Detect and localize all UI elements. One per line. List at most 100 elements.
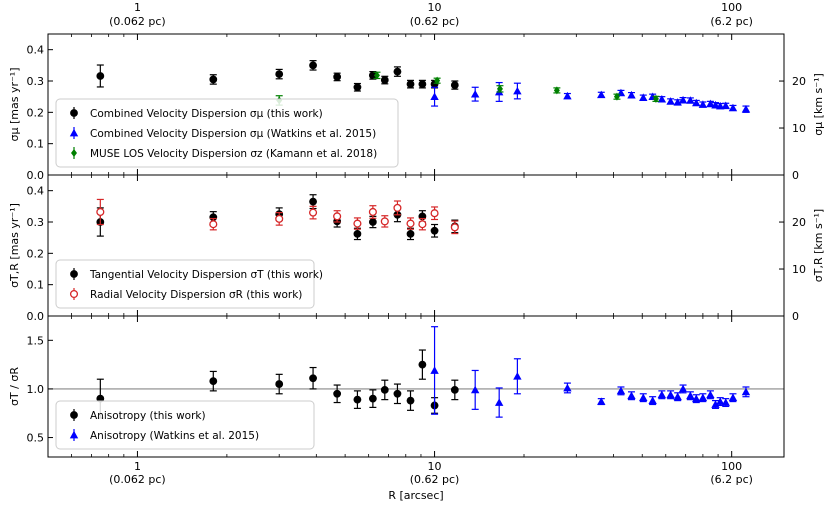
data-point bbox=[434, 76, 441, 85]
legend-marker bbox=[69, 289, 79, 299]
y-axis-label: σT / σR bbox=[8, 367, 21, 406]
series-anisotropy-1 bbox=[430, 326, 751, 418]
data-point bbox=[728, 393, 738, 402]
legend-entry: MUSE LOS Velocity Dispersion σz (Kamann … bbox=[90, 148, 377, 160]
y-tick-label: 0.0 bbox=[27, 310, 45, 323]
bottom-x-tick-sublabel: (0.62 pc) bbox=[410, 473, 460, 486]
data-point bbox=[309, 197, 317, 206]
legend-box bbox=[55, 259, 315, 309]
data-point bbox=[673, 392, 682, 401]
data-point bbox=[741, 105, 751, 113]
data-point bbox=[597, 397, 606, 405]
data-point bbox=[209, 220, 218, 229]
data-point bbox=[406, 80, 415, 89]
legend-entry: Combined Velocity Dispersion σμ (Watkins… bbox=[90, 128, 376, 140]
data-point bbox=[741, 387, 751, 396]
data-point bbox=[406, 396, 415, 405]
data-point bbox=[380, 386, 389, 394]
data-point bbox=[648, 396, 657, 404]
data-point bbox=[275, 214, 284, 223]
panel-sigma-tr: 0.0 0.1 0.2 0.3 0.4 0 10 20 σT,R [km s⁻¹] σT,R [m… bbox=[8, 174, 825, 323]
top-x-tick-sublabel: (6.2 pc) bbox=[710, 15, 753, 28]
y-tick-label: 0.4 bbox=[27, 44, 45, 57]
data-point bbox=[368, 218, 377, 226]
data-point bbox=[673, 98, 682, 106]
legend-entry: Anisotropy (Watkins et al. 2015) bbox=[90, 430, 259, 442]
data-point bbox=[597, 90, 606, 99]
series-anisotropy-0 bbox=[96, 349, 459, 419]
right-y-tick-label: 20 bbox=[792, 216, 806, 229]
data-point bbox=[353, 219, 362, 228]
top-x-tick-sublabel: (0.62 pc) bbox=[410, 15, 460, 28]
bottom-x-tick-sublabel: (0.062 pc) bbox=[109, 473, 166, 486]
right-y-axis-label: σμ [km s⁻¹] bbox=[812, 73, 825, 136]
data-point bbox=[613, 92, 620, 101]
data-point bbox=[418, 220, 427, 229]
data-point bbox=[496, 84, 503, 93]
data-point bbox=[406, 219, 415, 228]
series-sigma-mu-0 bbox=[96, 60, 459, 92]
legend-entry: Combined Velocity Dispersion σμ (this wo… bbox=[90, 108, 323, 120]
data-point bbox=[96, 207, 105, 217]
data-point bbox=[721, 398, 730, 406]
data-point bbox=[563, 91, 572, 100]
data-point bbox=[309, 208, 318, 217]
legend-marker bbox=[70, 109, 78, 117]
data-point bbox=[728, 103, 738, 112]
data-point bbox=[309, 374, 317, 383]
data-point bbox=[706, 99, 715, 108]
data-point bbox=[418, 360, 427, 369]
bottom-x-tick-label: 10 bbox=[428, 460, 442, 473]
data-point bbox=[430, 366, 439, 374]
data-point bbox=[275, 70, 284, 79]
top-x-tick-label: 100 bbox=[721, 1, 742, 14]
data-point bbox=[430, 92, 439, 101]
data-point bbox=[652, 94, 659, 103]
top-x-tick-label: 1 bbox=[134, 1, 141, 14]
data-point bbox=[450, 223, 459, 232]
panel-sigma-mu: 0.0 0.1 0.2 0.3 0.4 0 10 20 σμ [km s⁻¹] σμ [mas y… bbox=[8, 33, 825, 182]
data-point bbox=[698, 100, 708, 108]
y-tick-label: 0.2 bbox=[27, 106, 45, 119]
y-tick-label: 0.3 bbox=[27, 216, 45, 229]
data-point bbox=[616, 386, 626, 395]
data-point bbox=[353, 395, 362, 404]
right-y-tick-label: 20 bbox=[792, 75, 806, 88]
legend-marker bbox=[69, 430, 79, 439]
data-point bbox=[678, 384, 688, 393]
data-point bbox=[333, 73, 342, 81]
legend-sigma-tr: Tangential Velocity Dispersion σT (this … bbox=[55, 259, 323, 309]
legend-sigma-mu: Combined Velocity Dispersion σμ (this wo… bbox=[55, 98, 399, 168]
y-axis-label: σμ [mas yr⁻¹] bbox=[8, 68, 21, 142]
data-point bbox=[333, 212, 342, 221]
data-point bbox=[393, 389, 402, 398]
data-point bbox=[686, 96, 695, 104]
data-point bbox=[716, 397, 725, 405]
data-point bbox=[353, 83, 362, 92]
top-x-tick-sublabel: (0.062 pc) bbox=[109, 15, 166, 28]
bottom-x-tick-sublabel: (6.2 pc) bbox=[710, 473, 753, 486]
panel-frame bbox=[47, 315, 785, 458]
data-point bbox=[721, 101, 730, 110]
data-point bbox=[430, 226, 439, 235]
series-sigma-mu-1 bbox=[430, 81, 751, 113]
legend-marker bbox=[70, 270, 78, 278]
data-point bbox=[393, 67, 402, 76]
data-point bbox=[639, 93, 648, 101]
data-point bbox=[368, 207, 377, 217]
data-point bbox=[711, 100, 720, 109]
y-tick-label: 1.0 bbox=[27, 383, 45, 396]
data-point bbox=[666, 97, 675, 105]
data-point bbox=[716, 101, 725, 110]
data-point bbox=[686, 391, 695, 400]
data-point bbox=[450, 81, 459, 89]
y-axis-label: σT,R [mas yr⁻¹] bbox=[8, 203, 21, 288]
data-point bbox=[666, 390, 675, 399]
data-point bbox=[333, 389, 342, 398]
data-point bbox=[513, 372, 522, 380]
series-sigma-tr-1 bbox=[96, 198, 459, 235]
data-point bbox=[353, 230, 362, 238]
bottom-x-tick-label: 1 bbox=[134, 460, 141, 473]
data-point bbox=[418, 80, 427, 89]
